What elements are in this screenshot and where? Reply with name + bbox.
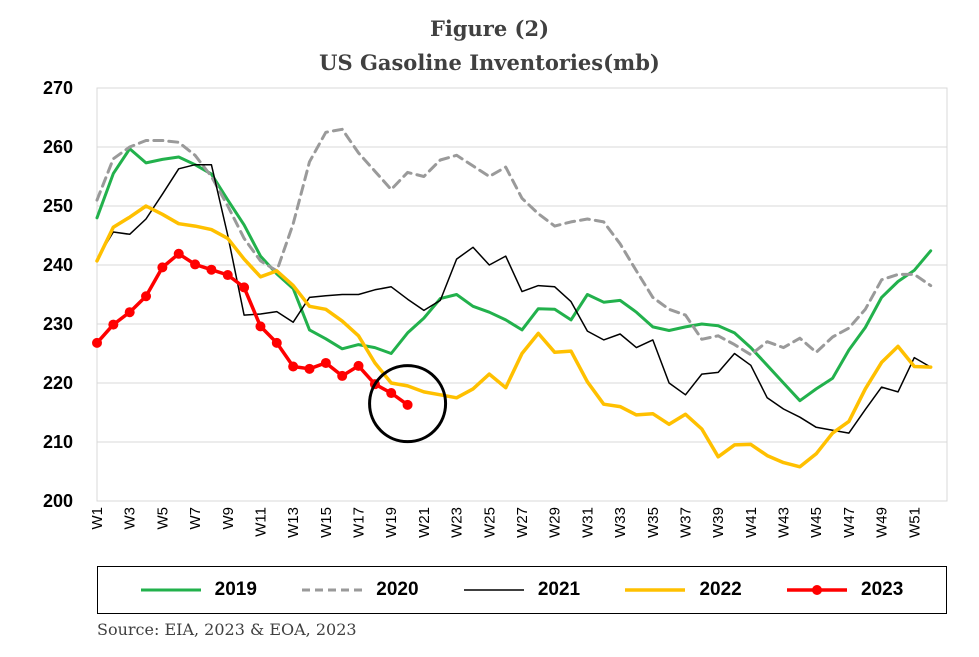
y-tick-label: 230 bbox=[43, 314, 73, 334]
x-tick-label: W45 bbox=[808, 507, 825, 538]
x-tick-label: W23 bbox=[449, 507, 466, 538]
x-tick-label: W49 bbox=[874, 507, 891, 538]
x-tick-label: W37 bbox=[677, 507, 694, 538]
data-point-2023 bbox=[157, 262, 168, 273]
x-tick-label: W1 bbox=[89, 507, 106, 530]
legend-item-2019: 2019 bbox=[140, 579, 257, 601]
legend-item-2022: 2022 bbox=[625, 579, 742, 601]
series-line-2020 bbox=[95, 127, 933, 357]
series-line-2022 bbox=[95, 204, 933, 469]
data-point-2023 bbox=[173, 248, 184, 259]
data-point-2023 bbox=[124, 307, 135, 318]
legend-swatch-2022 bbox=[625, 588, 686, 592]
plot-area bbox=[96, 87, 948, 502]
x-tick-label: W25 bbox=[481, 507, 498, 538]
data-point-2023 bbox=[239, 282, 250, 293]
annotation-circle bbox=[368, 364, 448, 444]
data-point-2023 bbox=[320, 357, 331, 368]
x-tick-label: W3 bbox=[122, 507, 139, 530]
x-tick-label: W41 bbox=[743, 507, 760, 538]
x-tick-label: W29 bbox=[547, 507, 564, 538]
x-tick-label: W43 bbox=[776, 507, 793, 538]
data-point-2023 bbox=[288, 361, 299, 372]
x-tick-label: W27 bbox=[514, 507, 531, 538]
legend-label-2022: 2022 bbox=[699, 579, 742, 600]
x-tick-label: W7 bbox=[187, 507, 204, 530]
data-point-2023 bbox=[92, 337, 102, 348]
x-tick-label: W17 bbox=[351, 507, 368, 538]
x-tick-label: W19 bbox=[383, 507, 400, 538]
x-tick-label: W9 bbox=[220, 507, 237, 530]
y-tick-label: 210 bbox=[43, 432, 73, 452]
data-point-2023 bbox=[190, 259, 201, 270]
series-line-2021 bbox=[96, 163, 932, 434]
data-point-2023 bbox=[206, 264, 217, 275]
data-point-2023 bbox=[304, 363, 315, 374]
data-point-2023 bbox=[271, 337, 282, 348]
x-tick-label: W11 bbox=[252, 507, 269, 537]
series-line-2019 bbox=[95, 147, 933, 403]
y-tick-label: 270 bbox=[43, 78, 73, 98]
legend-swatch-2023 bbox=[787, 585, 848, 595]
x-tick-label: W35 bbox=[645, 507, 662, 538]
x-tick-label: W5 bbox=[154, 507, 171, 530]
legend-label-2021: 2021 bbox=[537, 579, 581, 600]
y-tick-label: 260 bbox=[43, 137, 73, 157]
legend-item-2020: 2020 bbox=[302, 579, 419, 601]
chart-subtitle: US Gasoline Inventories(mb) bbox=[319, 50, 660, 75]
x-tick-label: W21 bbox=[416, 507, 433, 538]
legend-swatch-2020 bbox=[302, 588, 363, 592]
x-tick-label: W31 bbox=[579, 507, 596, 538]
legend-item-2023: 2023 bbox=[787, 579, 903, 601]
x-tick-label: W15 bbox=[318, 507, 335, 538]
legend-item-2021: 2021 bbox=[463, 579, 581, 601]
chart-title: Figure (2) bbox=[429, 16, 550, 41]
legend-label-2019: 2019 bbox=[214, 579, 257, 600]
data-point-2023 bbox=[337, 370, 348, 381]
data-point-2023 bbox=[108, 319, 119, 330]
legend-label-2020: 2020 bbox=[376, 579, 419, 600]
line-chart: 200 210 220 230 240 250 260 270 W1 W3 W5 W7 W9 W11 W1… bbox=[43, 78, 948, 538]
x-tick-label: W13 bbox=[285, 507, 302, 538]
legend-label-2023: 2023 bbox=[861, 579, 904, 600]
legend-swatch-2019 bbox=[140, 588, 201, 592]
source-note: Source: EIA, 2023 & EOA, 2023 bbox=[97, 620, 357, 639]
y-tick-label: 220 bbox=[43, 373, 73, 393]
data-point-2023 bbox=[386, 388, 397, 399]
series-line-2023 bbox=[95, 252, 410, 407]
data-point-2023 bbox=[255, 321, 266, 332]
x-tick-label: W51 bbox=[906, 507, 923, 538]
y-tick-label: 240 bbox=[43, 255, 73, 275]
y-tick-label: 250 bbox=[43, 196, 73, 216]
data-point-2023 bbox=[402, 399, 413, 410]
x-tick-label: W33 bbox=[612, 507, 629, 538]
y-tick-label: 200 bbox=[43, 491, 73, 511]
x-tick-label: W39 bbox=[710, 507, 727, 538]
x-tick-label: W47 bbox=[841, 507, 858, 538]
legend-swatch-2021 bbox=[463, 589, 524, 591]
legend: 2019 2020 2021 2022 2023 bbox=[97, 566, 947, 614]
data-point-2023 bbox=[141, 291, 152, 302]
data-point-2023 bbox=[222, 270, 233, 281]
data-point-2023 bbox=[353, 360, 364, 371]
